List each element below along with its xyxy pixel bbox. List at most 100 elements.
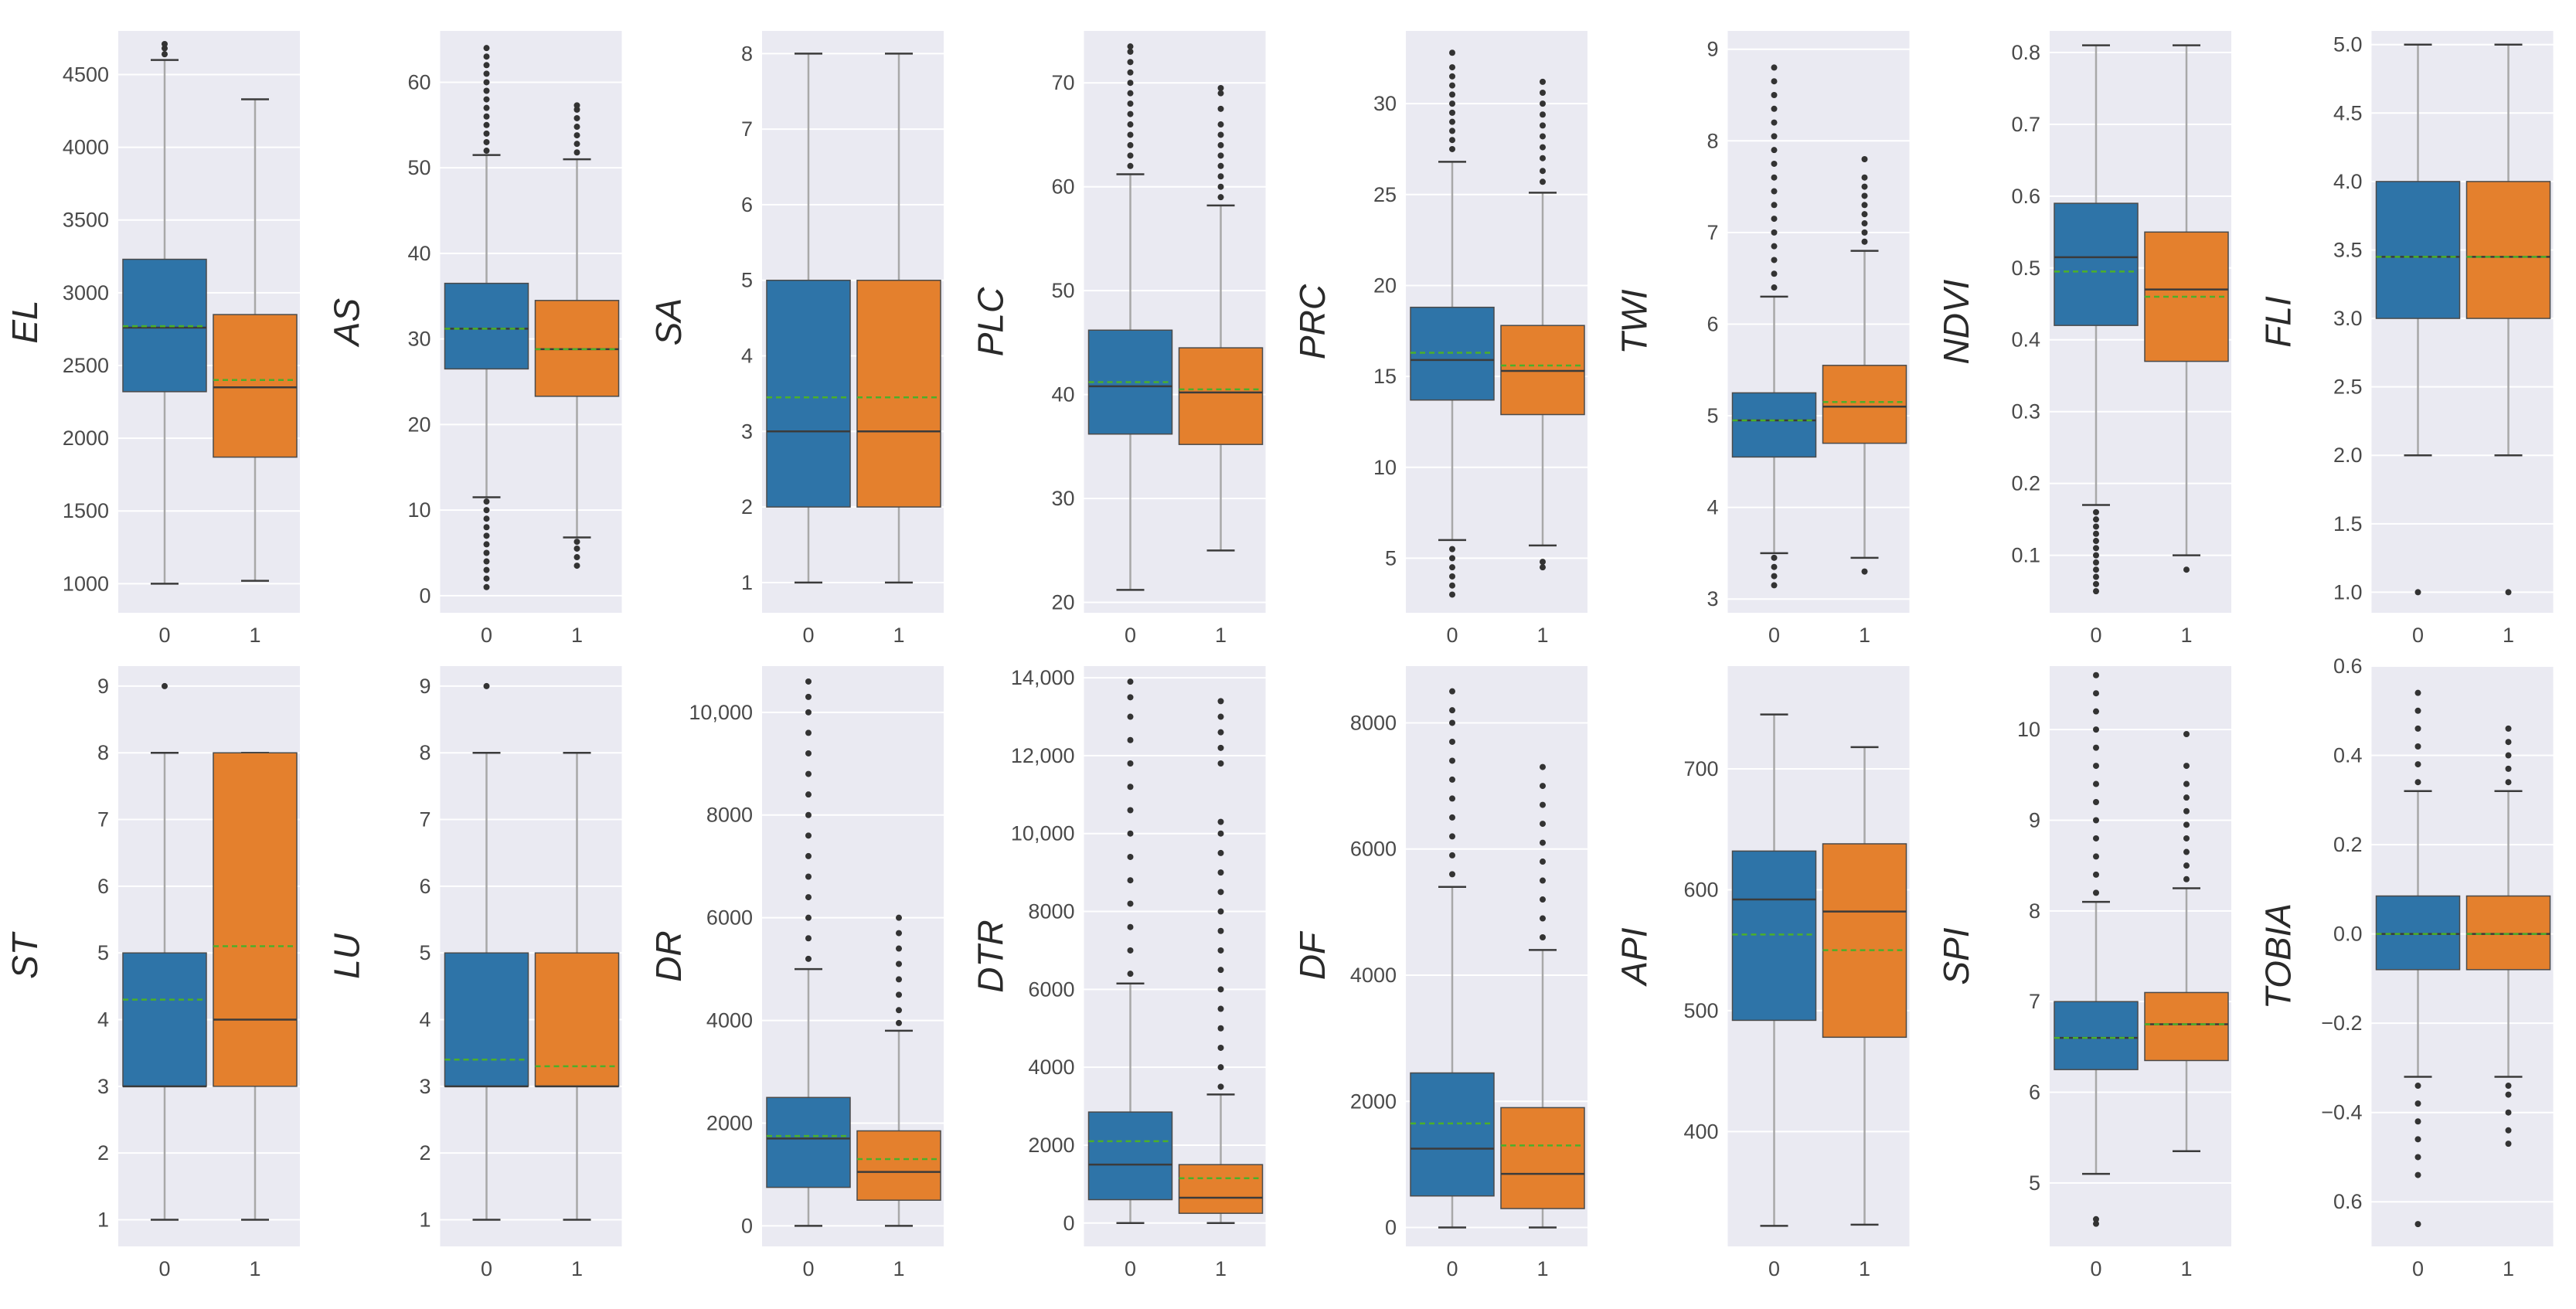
outlier-point <box>1127 131 1134 138</box>
chart-panel-dtr: 0 2000 4000 6000 8000 10,000 12,000 14,000 DTR 0 1 <box>971 666 1266 1280</box>
outlier-point <box>1449 582 1455 589</box>
x-tick-label: 1 <box>571 624 583 647</box>
outlier-point <box>1449 707 1455 714</box>
outlier-point <box>2505 1083 2512 1090</box>
chart-panel-as: 0 10 20 30 40 50 60 AS 0 1 <box>327 31 622 647</box>
y-tick-label: 5 <box>419 941 430 964</box>
x-tick-label: 1 <box>2503 1257 2514 1280</box>
outlier-point <box>162 51 168 58</box>
outlier-point <box>1217 698 1224 705</box>
outlier-point <box>573 545 580 552</box>
x-tick-label: 1 <box>249 624 260 647</box>
box-class-1 <box>1178 698 1264 1225</box>
outlier-point <box>896 960 902 967</box>
outlier-point <box>1449 564 1455 571</box>
box-class-0 <box>2375 689 2461 1228</box>
outlier-point <box>2093 580 2099 587</box>
outlier-point <box>1771 229 1778 236</box>
outlier-point <box>483 507 490 514</box>
outlier-point <box>1449 118 1455 125</box>
outlier-point <box>2414 779 2421 786</box>
y-tick-label: 0.4 <box>2011 328 2040 352</box>
y-tick-label: 0.1 <box>2011 544 2040 567</box>
box-class-0 <box>1087 43 1173 591</box>
y-tick-label: 0 <box>419 584 430 607</box>
outlier-point <box>483 138 490 145</box>
outlier-point <box>1449 64 1455 71</box>
outlier-point <box>1449 546 1455 552</box>
outlier-point <box>1449 128 1455 134</box>
outlier-point <box>2093 523 2099 530</box>
outlier-point <box>1449 109 1455 116</box>
outlier-point <box>1771 554 1778 561</box>
outlier-point <box>1449 814 1455 821</box>
outlier-point <box>1127 121 1134 128</box>
box-class-0 <box>2054 672 2139 1227</box>
outlier-point <box>1127 69 1134 76</box>
y-tick-label: 8000 <box>706 804 753 827</box>
outlier-point <box>573 106 580 113</box>
outlier-point <box>2505 752 2512 759</box>
box-class-1 <box>534 751 620 1221</box>
iqr-box <box>1410 1072 1495 1197</box>
y-tick-label: 3 <box>97 1075 109 1098</box>
outlier-point <box>1217 713 1224 720</box>
outlier-point <box>1449 776 1455 783</box>
y-tick-label: 4.0 <box>2333 170 2363 193</box>
y-tick-label: 6000 <box>1350 838 1397 861</box>
outlier-point <box>1540 821 1546 828</box>
y-tick-label: 10,000 <box>1011 822 1075 845</box>
outlier-point <box>2414 589 2421 596</box>
outlier-point <box>1127 152 1134 159</box>
outlier-point <box>2093 799 2099 806</box>
y-tick-label: 8 <box>2029 899 2040 923</box>
y-tick-label: 8 <box>1707 129 1718 152</box>
iqr-box <box>2144 991 2229 1062</box>
outlier-point <box>1771 284 1778 291</box>
outlier-point <box>896 914 902 921</box>
iqr-box <box>444 282 529 370</box>
x-tick-label: 0 <box>1768 624 1780 647</box>
y-tick-label: 1000 <box>63 572 109 595</box>
y-tick-label: 9 <box>97 675 109 698</box>
y-tick-label: 2000 <box>63 427 109 450</box>
outlier-point <box>1217 1044 1224 1051</box>
outlier-point <box>1540 559 1546 566</box>
iqr-box <box>2375 181 2461 319</box>
outlier-point <box>483 70 490 77</box>
chart-panel-df: 0 2000 4000 6000 8000 DF 0 1 <box>1292 666 1587 1280</box>
iqr-box <box>856 1130 941 1201</box>
outlier-point <box>1217 927 1224 934</box>
outlier-point <box>2183 566 2190 573</box>
x-tick-label: 1 <box>249 1257 260 1280</box>
plot-area <box>1084 31 1266 613</box>
y-tick-label: 2 <box>741 495 753 518</box>
outlier-point <box>483 524 490 531</box>
outlier-point <box>483 121 490 128</box>
y-tick-label: 30 <box>1051 487 1074 510</box>
outlier-point <box>1127 760 1134 767</box>
y-tick-label: −0.2 <box>2321 1012 2362 1035</box>
y-tick-label: 3 <box>1707 587 1718 610</box>
outlier-point <box>1217 1064 1224 1071</box>
y-tick-label: 0.6 <box>2333 654 2363 678</box>
box-class-0 <box>766 678 851 1227</box>
box-class-0 <box>444 682 529 1221</box>
outlier-point <box>1217 121 1224 128</box>
outlier-point <box>2183 794 2190 801</box>
outlier-point <box>2093 817 2099 824</box>
y-tick-label: 60 <box>407 70 430 94</box>
y-tick-label: 30 <box>407 328 430 351</box>
outlier-point <box>2093 853 2099 860</box>
box-class-1 <box>213 98 298 582</box>
y-tick-label: 1 <box>741 571 753 594</box>
y-tick-label: 4 <box>97 1008 109 1032</box>
y-tick-label: 0 <box>1385 1216 1397 1239</box>
outlier-point <box>2093 1216 2099 1222</box>
iqr-box <box>2375 895 2461 971</box>
box-class-0 <box>2054 44 2139 595</box>
box-class-0 <box>1731 713 1817 1227</box>
y-axis-label: ST <box>5 931 45 979</box>
chart-panel-st: 1 2 3 4 5 6 7 8 9 ST 0 1 <box>5 666 300 1280</box>
outlier-point <box>1771 64 1778 71</box>
